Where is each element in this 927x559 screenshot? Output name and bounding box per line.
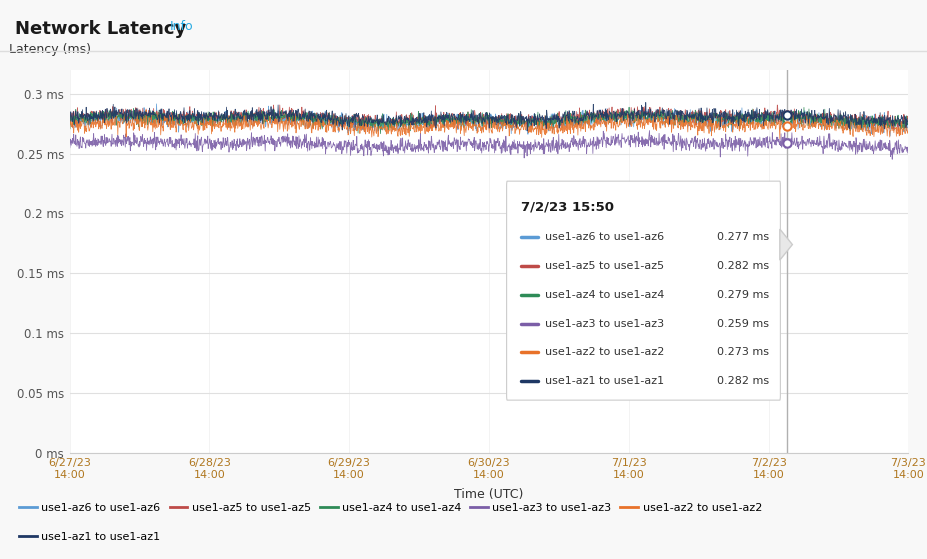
- Text: Info: Info: [170, 20, 193, 32]
- Text: use1-az2 to use1-az2: use1-az2 to use1-az2: [545, 347, 665, 357]
- Text: use1-az5 to use1-az5: use1-az5 to use1-az5: [545, 261, 664, 271]
- Text: 0.279 ms: 0.279 ms: [717, 290, 768, 300]
- Text: 0.277 ms: 0.277 ms: [717, 233, 768, 243]
- Text: 0.282 ms: 0.282 ms: [717, 376, 768, 386]
- Text: use1-az1 to use1-az1: use1-az1 to use1-az1: [545, 376, 664, 386]
- Text: 0.259 ms: 0.259 ms: [717, 319, 768, 329]
- Text: 0.282 ms: 0.282 ms: [717, 261, 768, 271]
- Text: use1-az3 to use1-az3: use1-az3 to use1-az3: [545, 319, 664, 329]
- Legend: use1-az6 to use1-az6, use1-az5 to use1-az5, use1-az4 to use1-az4, use1-az3 to us: use1-az6 to use1-az6, use1-az5 to use1-a…: [15, 498, 767, 517]
- Text: 7/2/23 15:50: 7/2/23 15:50: [521, 200, 615, 214]
- X-axis label: Time (UTC): Time (UTC): [454, 488, 524, 501]
- Polygon shape: [780, 229, 793, 260]
- Text: 0.273 ms: 0.273 ms: [717, 347, 768, 357]
- Legend: use1-az1 to use1-az1: use1-az1 to use1-az1: [15, 528, 165, 547]
- Text: use1-az4 to use1-az4: use1-az4 to use1-az4: [545, 290, 665, 300]
- Text: use1-az6 to use1-az6: use1-az6 to use1-az6: [545, 233, 664, 243]
- Text: Network Latency: Network Latency: [15, 20, 186, 37]
- FancyBboxPatch shape: [507, 181, 781, 400]
- Text: Latency (ms): Latency (ms): [9, 44, 91, 56]
